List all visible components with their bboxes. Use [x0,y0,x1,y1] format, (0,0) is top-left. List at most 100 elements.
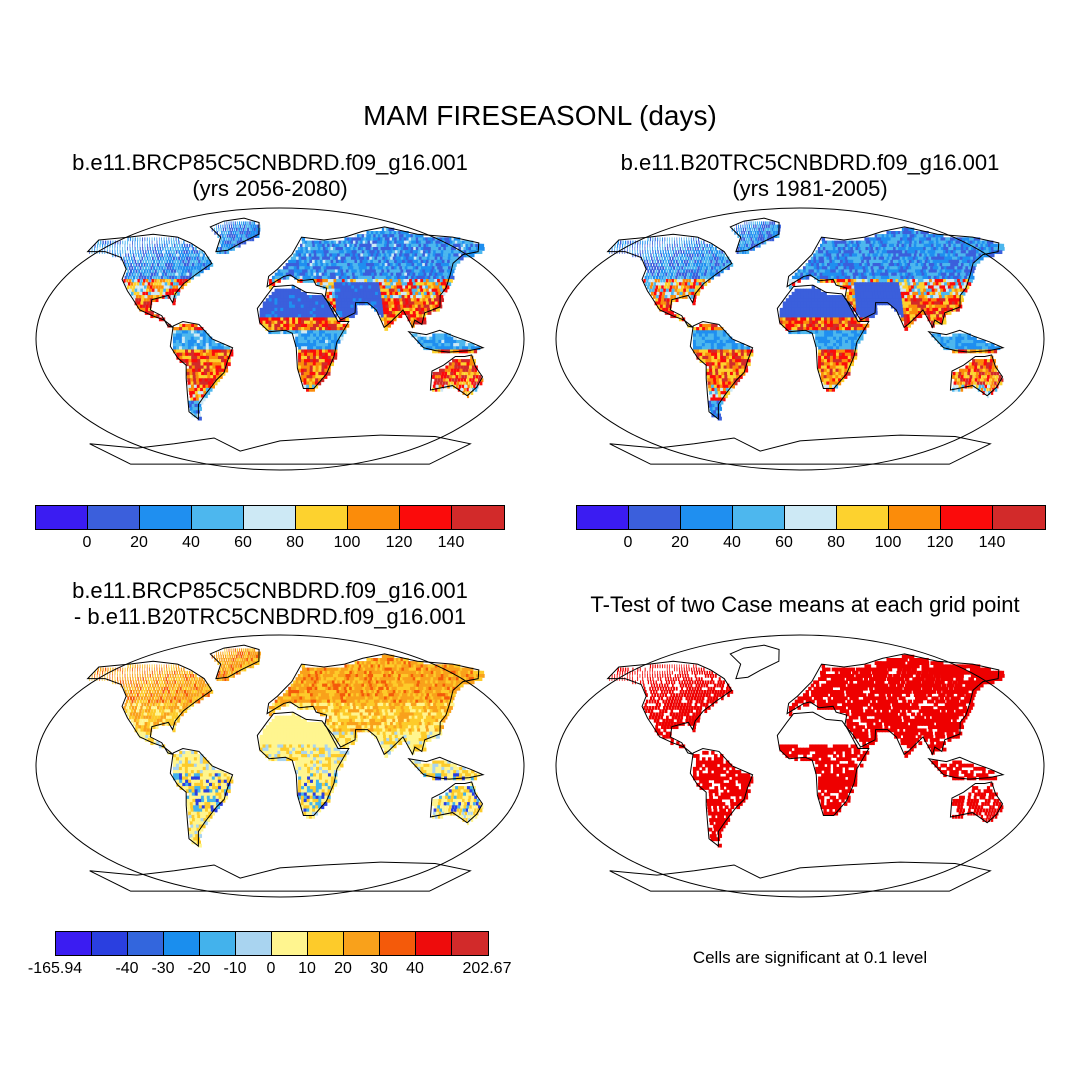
grid-cell [385,266,391,271]
grid-cell [649,247,651,251]
grid-cell [171,288,175,293]
grid-cell [301,320,305,325]
grid-cell [203,365,208,370]
grid-cell [949,282,955,287]
grid-cell [221,359,225,363]
grid-cell [441,339,445,344]
grid-cell [142,282,145,287]
grid-cell [384,269,389,274]
grid-cell [389,250,395,255]
grid-cell [380,275,385,280]
grid-cell [262,311,267,315]
grid-cell [309,362,314,367]
grid-cell [191,359,196,363]
grid-cell [303,320,308,325]
grid-cell [691,259,694,264]
grid-cell [435,275,441,280]
grid-cell [743,243,746,248]
grid-cell [338,304,343,309]
grid-cell [390,263,395,267]
grid-cell [238,243,241,248]
grid-cell [459,339,463,344]
grid-cell [367,282,372,287]
grid-cell [669,240,670,245]
grid-cell [856,250,861,255]
grid-cell [439,266,445,271]
grid-cell [683,240,685,245]
grid-cell [230,221,232,226]
grid-cell [295,327,299,331]
grid-cell [902,263,907,267]
grid-cell [294,295,299,299]
grid-cell [199,384,204,389]
grid-cell [292,314,296,319]
grid-cell [358,298,363,303]
grid-cell [373,298,378,303]
grid-cell [805,263,809,267]
grid-cell [237,224,239,229]
grid-cell [151,288,155,293]
grid-cell [345,317,350,322]
grid-cell [428,288,434,293]
grid-cell [244,237,247,242]
grid-cell [893,253,898,258]
grid-cell [205,336,210,341]
grid-cell [678,240,680,245]
grid-cell [182,253,184,258]
grid-cell [301,256,305,261]
grid-cell [318,272,323,277]
grid-cell [128,266,131,271]
grid-cell [475,378,478,383]
grid-cell [836,275,841,280]
grid-cell [857,266,861,271]
grid-cell [208,259,212,264]
grid-cell [708,250,711,255]
grid-cell [402,230,409,235]
grid-cell [165,279,169,283]
grid-cell [325,282,330,287]
grid-cell [762,234,766,239]
grid-cell [252,230,256,235]
grid-cell [280,288,284,293]
grid-cell [819,269,823,274]
grid-cell [838,250,843,255]
grid-cell [853,240,858,245]
grid-cell [961,269,967,274]
grid-cell [229,227,231,232]
grid-cell [229,352,234,357]
grid-cell [226,349,231,354]
grid-cell [644,263,647,267]
grid-cell [183,272,187,277]
grid-cell [904,250,910,255]
grid-cell [469,362,473,367]
grid-cell [339,279,343,283]
grid-cell [104,240,107,245]
grid-cell [364,269,370,274]
grid-cell [195,375,200,379]
grid-cell [225,247,228,251]
grid-cell [236,234,239,239]
grid-cell [294,288,299,293]
grid-cell [154,269,157,274]
grid-cell [384,250,390,255]
grid-cell [151,263,154,267]
grid-cell [900,275,905,280]
grid-cell [184,333,189,338]
grid-cell [193,256,197,261]
grid-cell [658,269,661,274]
grid-cell [431,272,437,277]
grid-cell [671,279,674,283]
grid-cell [252,234,255,239]
grid-cell [960,272,965,277]
grid-cell [875,247,880,251]
grid-cell [399,266,404,271]
grid-cell [952,282,957,287]
grid-cell [307,272,312,277]
grid-cell [843,266,848,271]
grid-cell [393,285,398,290]
grid-cell [205,333,210,338]
grid-cell [826,256,830,261]
grid-cell [420,259,426,264]
grid-cell [309,314,314,319]
grid-cell [478,247,485,251]
